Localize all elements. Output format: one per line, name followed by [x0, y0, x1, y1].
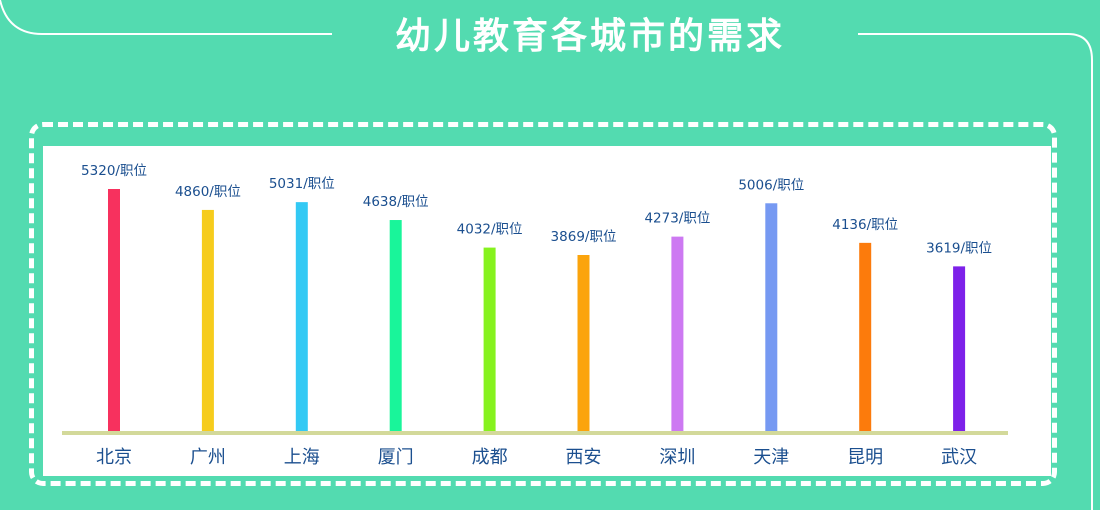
- category-label-5: 西安: [566, 447, 602, 468]
- bar-1: [201, 209, 214, 431]
- data-label-2: 5031/职位: [269, 176, 335, 192]
- category-label-7: 天津: [753, 447, 789, 468]
- bar-5: [577, 255, 590, 431]
- bar-3: [389, 220, 402, 431]
- data-label-0: 5320/职位: [81, 163, 147, 179]
- category-label-6: 深圳: [659, 447, 695, 468]
- category-label-8: 昆明: [847, 447, 883, 468]
- category-label-1: 广州: [190, 447, 226, 468]
- bar-0: [108, 189, 120, 431]
- x-axis-baseline: [62, 431, 1008, 435]
- bar-2: [295, 202, 308, 431]
- dashed-border-frame: [29, 122, 1057, 486]
- category-label-0: 北京: [96, 447, 132, 468]
- data-label-5: 3869/职位: [551, 229, 617, 245]
- data-label-4: 4032/职位: [457, 222, 523, 238]
- category-label-2: 上海: [284, 447, 320, 468]
- data-label-1: 4860/职位: [175, 184, 241, 200]
- bar-9: [953, 266, 966, 431]
- data-label-8: 4136/职位: [832, 217, 898, 233]
- data-label-3: 4638/职位: [363, 194, 429, 210]
- bar-6: [671, 236, 684, 431]
- data-label-7: 5006/职位: [738, 177, 804, 193]
- data-label-9: 3619/职位: [926, 240, 992, 256]
- bar-8: [859, 242, 872, 431]
- category-label-9: 武汉: [941, 447, 977, 468]
- data-label-6: 4273/职位: [644, 211, 710, 227]
- bar-4: [483, 247, 496, 431]
- category-label-4: 成都: [472, 447, 508, 468]
- page-title: 幼儿教育各城市的需求: [394, 16, 785, 57]
- bar-7: [765, 203, 778, 431]
- category-label-3: 厦门: [378, 447, 414, 468]
